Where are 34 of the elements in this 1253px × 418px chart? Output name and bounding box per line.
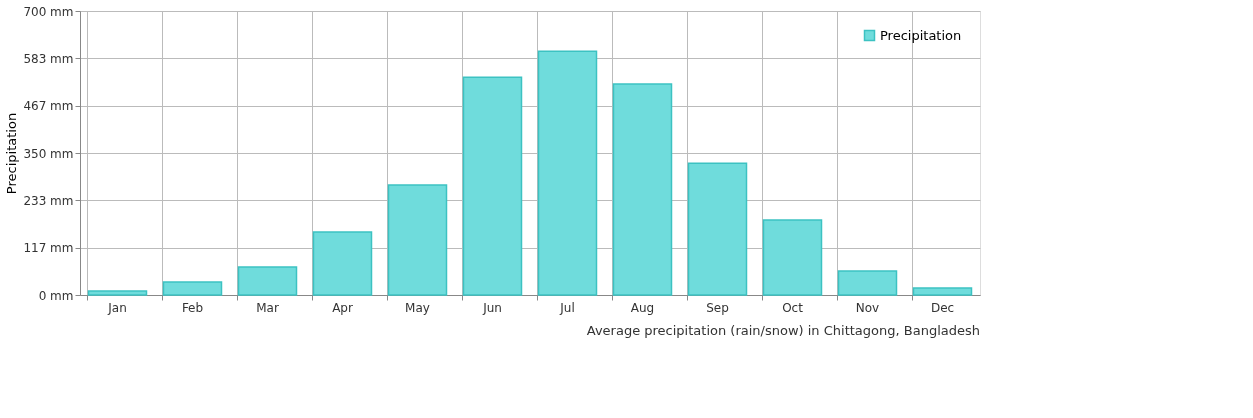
legend-label: Precipitation: [880, 27, 962, 43]
bar: [462, 76, 523, 296]
bar: [162, 281, 223, 296]
x-tick-label: Mar: [256, 300, 279, 315]
bar: [312, 231, 373, 296]
bar: [837, 270, 898, 296]
x-tick-label: Apr: [332, 300, 353, 315]
y-tick-label: 117 mm: [23, 241, 74, 256]
bar: [687, 162, 748, 296]
y-tick-label: 467 mm: [23, 99, 74, 114]
bar: [387, 184, 448, 296]
x-tick-label: Oct: [782, 300, 804, 315]
y-tick-label: 700 mm: [23, 4, 74, 19]
x-tick-label: Jan: [107, 300, 127, 315]
x-tick-label: Jul: [559, 300, 575, 315]
bar: [612, 83, 673, 296]
x-tick-label: Jun: [482, 300, 502, 315]
x-tick-label: Nov: [855, 300, 880, 315]
x-tick-label: Aug: [630, 300, 655, 315]
x-tick-label: Feb: [181, 300, 204, 315]
y-tick-label: 583 mm: [23, 51, 74, 66]
text: Average precipitation (rain/snow) in Chittagong, Bangladesh: [586, 323, 980, 338]
x-tick-label: May: [405, 300, 430, 315]
bar: [762, 219, 823, 296]
bar: [912, 287, 973, 296]
y-tick-label: 0 mm: [38, 288, 74, 303]
bar: [87, 290, 148, 296]
bar: [537, 50, 598, 296]
x-tick-label: Dec: [930, 300, 955, 315]
y-tick-label: 350 mm: [23, 146, 74, 161]
bar: [237, 266, 298, 296]
x-tick-label: Sep: [706, 300, 729, 315]
y-tick-label: 233 mm: [23, 193, 74, 208]
y-axis-title: Precipitation: [4, 112, 20, 195]
